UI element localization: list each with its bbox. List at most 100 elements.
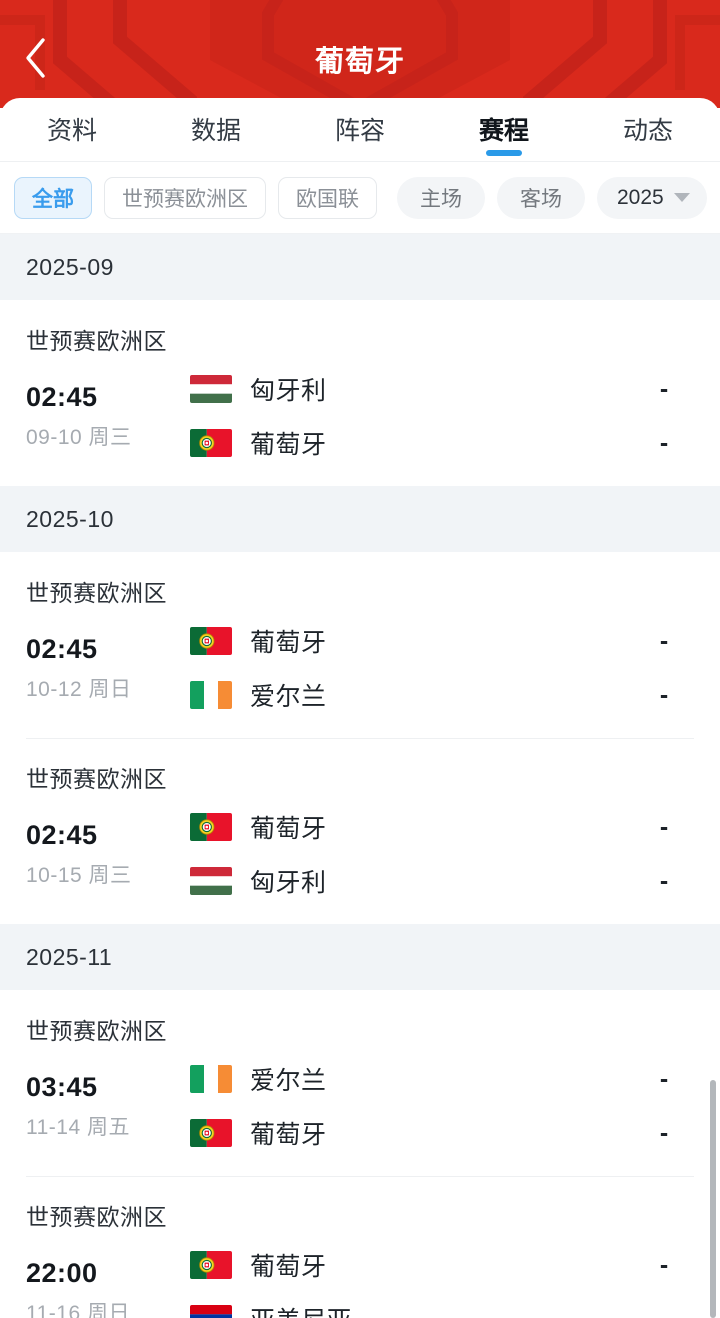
score-value: - bbox=[659, 626, 669, 655]
filter-chip-wc-qualifiers-europe[interactable]: 世预赛欧洲区 bbox=[104, 176, 266, 219]
teams-column: 葡萄牙亚美尼亚 bbox=[190, 1238, 634, 1318]
competition-name: 世预赛欧洲区 bbox=[26, 328, 167, 354]
month-label: 2025-09 bbox=[26, 253, 114, 280]
team-row: 葡萄牙 bbox=[190, 1238, 634, 1292]
match-row[interactable]: 世预赛欧洲区 03:45 11-14 周五 爱尔兰 葡萄牙 - - bbox=[0, 990, 720, 1176]
team-row: 葡萄牙 bbox=[190, 416, 634, 470]
tab-label: 赛程 bbox=[478, 116, 529, 145]
team-name: 亚美尼亚 bbox=[250, 1301, 352, 1318]
match-time-column: 22:00 11-16 周日 bbox=[0, 1257, 190, 1318]
score-column: -- bbox=[634, 614, 694, 722]
filter-chip-label: 全部 bbox=[32, 187, 74, 211]
filter-chip-all[interactable]: 全部 bbox=[14, 176, 92, 219]
match-date: 11-14 周五 bbox=[26, 1115, 130, 1139]
match-body: 02:45 10-15 周三 葡萄牙 匈牙利 - - bbox=[0, 800, 720, 908]
team-row: 亚美尼亚 bbox=[190, 1292, 634, 1318]
team-row: 葡萄牙 bbox=[190, 1106, 634, 1160]
tab-bar: 资料 数据 阵容 赛程 动态 bbox=[0, 98, 720, 162]
tab-dongtai[interactable]: 动态 bbox=[576, 98, 720, 161]
tab-label: 数据 bbox=[190, 116, 241, 145]
team-name: 匈牙利 bbox=[250, 869, 327, 897]
teams-column: 匈牙利 葡萄牙 bbox=[190, 362, 634, 470]
kickoff-time: 22:00 bbox=[26, 1258, 98, 1289]
team-row: 爱尔兰 bbox=[190, 668, 634, 722]
filter-bar: 全部 世预赛欧洲区 欧国联 主场 客场 2025 bbox=[0, 162, 720, 234]
team-name: 葡萄牙 bbox=[250, 815, 327, 843]
filter-chip-home[interactable]: 主场 bbox=[397, 176, 485, 219]
team-name: 葡萄牙 bbox=[250, 431, 327, 459]
team-row: 匈牙利 bbox=[190, 854, 634, 908]
team-row: 匈牙利 bbox=[190, 362, 634, 416]
match-date: 10-12 周日 bbox=[26, 677, 132, 701]
flag-ireland-icon bbox=[190, 1065, 232, 1093]
flag-ireland-icon bbox=[190, 681, 232, 709]
active-tab-indicator bbox=[486, 150, 522, 156]
kickoff-time: 03:45 bbox=[26, 1072, 98, 1103]
month-header: 2025-09 bbox=[0, 234, 720, 300]
filter-chip-nations-league[interactable]: 欧国联 bbox=[278, 176, 377, 219]
match-date: 10-15 周三 bbox=[26, 863, 132, 887]
match-row[interactable]: 世预赛欧洲区 02:45 09-10 周三 匈牙利 葡萄牙 - - bbox=[0, 300, 720, 486]
filter-chip-label: 客场 bbox=[520, 187, 562, 211]
flag-hungary-icon bbox=[190, 375, 232, 403]
score-value: - bbox=[659, 1250, 669, 1279]
team-row: 葡萄牙 bbox=[190, 800, 634, 854]
flag-portugal-icon bbox=[190, 429, 232, 457]
team-name: 匈牙利 bbox=[250, 377, 327, 405]
flag-portugal-icon bbox=[190, 627, 232, 655]
year-select[interactable]: 2025 bbox=[597, 176, 707, 219]
competition-name: 世预赛欧洲区 bbox=[26, 580, 167, 606]
month-header: 2025-11 bbox=[0, 924, 720, 990]
scrollbar-thumb[interactable] bbox=[710, 1080, 716, 1318]
match-row[interactable]: 世预赛欧洲区 02:45 10-15 周三 葡萄牙 匈牙利 - - bbox=[0, 738, 720, 924]
flag-portugal-icon bbox=[190, 813, 232, 841]
team-name: 爱尔兰 bbox=[250, 683, 327, 711]
match-time-column: 02:45 10-15 周三 bbox=[0, 819, 190, 889]
match-time-column: 02:45 09-10 周三 bbox=[0, 381, 190, 451]
competition-name: 世预赛欧洲区 bbox=[26, 1204, 167, 1230]
page-title: 葡萄牙 bbox=[314, 46, 405, 78]
team-name: 葡萄牙 bbox=[250, 1121, 327, 1149]
score-value: - bbox=[659, 812, 669, 841]
kickoff-time: 02:45 bbox=[26, 634, 98, 665]
match-row[interactable]: 世预赛欧洲区 02:45 10-12 周日 葡萄牙 爱尔兰 - - bbox=[0, 552, 720, 738]
flag-portugal-icon bbox=[190, 1119, 232, 1147]
score-column: -- bbox=[634, 362, 694, 470]
filter-chip-label: 世预赛欧洲区 bbox=[122, 187, 248, 211]
match-time-column: 03:45 11-14 周五 bbox=[0, 1071, 190, 1141]
match-body: 03:45 11-14 周五 爱尔兰 葡萄牙 - - bbox=[0, 1052, 720, 1160]
month-label: 2025-10 bbox=[26, 505, 114, 532]
teams-column: 爱尔兰 葡萄牙 bbox=[190, 1052, 634, 1160]
tab-shuju[interactable]: 数据 bbox=[144, 98, 288, 161]
year-select-label: 2025 bbox=[617, 185, 664, 209]
tab-zhenrong[interactable]: 阵容 bbox=[288, 98, 432, 161]
team-name: 爱尔兰 bbox=[250, 1067, 327, 1095]
score-value: - bbox=[659, 428, 669, 457]
filter-chip-label: 主场 bbox=[420, 187, 462, 211]
score-value: - bbox=[659, 866, 669, 895]
match-body: 02:45 09-10 周三 匈牙利 葡萄牙 - - bbox=[0, 362, 720, 470]
score-value: - bbox=[634, 1292, 694, 1318]
match-body: 02:45 10-12 周日 葡萄牙 爱尔兰 - - bbox=[0, 614, 720, 722]
score-value: - bbox=[659, 1064, 669, 1093]
kickoff-time: 02:45 bbox=[26, 820, 98, 851]
back-button[interactable] bbox=[8, 30, 64, 86]
tab-ziliao[interactable]: 资料 bbox=[0, 98, 144, 161]
tab-label: 动态 bbox=[622, 116, 673, 145]
score-value: - bbox=[659, 374, 669, 403]
score-column: -- bbox=[634, 800, 694, 908]
score-column: -- bbox=[634, 1238, 694, 1318]
team-name: 葡萄牙 bbox=[250, 1253, 327, 1281]
competition-name: 世预赛欧洲区 bbox=[26, 1018, 167, 1044]
team-name: 葡萄牙 bbox=[250, 629, 327, 657]
score-value: - bbox=[659, 680, 669, 709]
tab-saicheng[interactable]: 赛程 bbox=[432, 98, 576, 161]
tab-label: 阵容 bbox=[334, 116, 385, 145]
match-time-column: 02:45 10-12 周日 bbox=[0, 633, 190, 703]
flag-hungary-icon bbox=[190, 867, 232, 895]
filter-chip-away[interactable]: 客场 bbox=[497, 176, 585, 219]
month-label: 2025-11 bbox=[26, 943, 113, 970]
